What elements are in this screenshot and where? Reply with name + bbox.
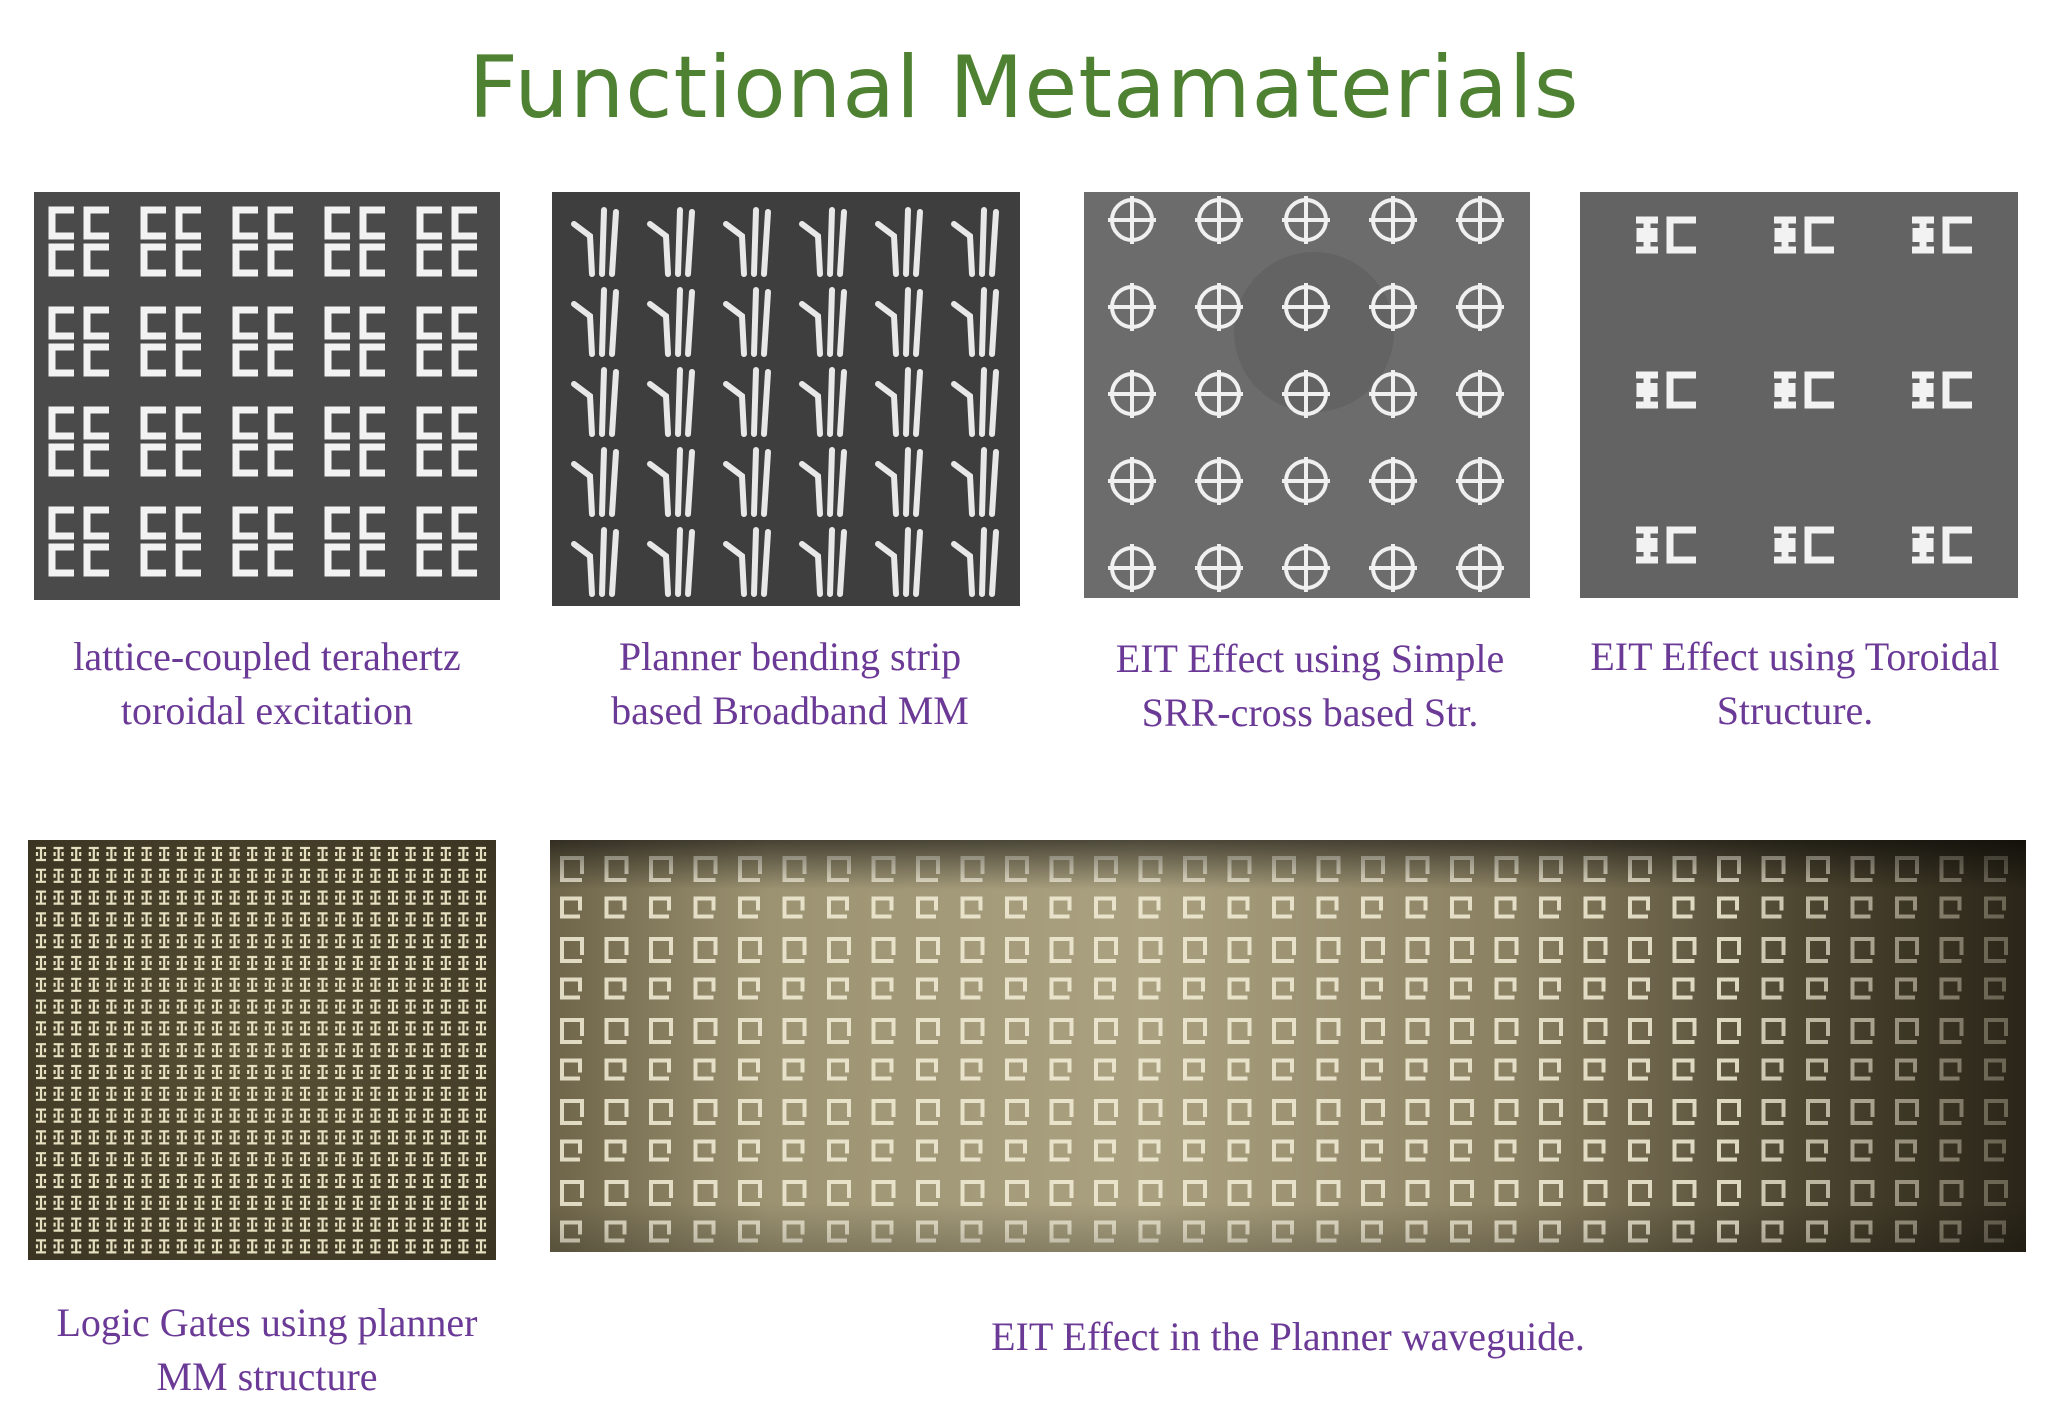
caption-srr-cross: EIT Effect using Simple SRR-cross based S… (1060, 632, 1560, 740)
logic-gates-image (28, 840, 496, 1260)
caption-toroidal-structure: EIT Effect using Toroidal Structure. (1550, 630, 2040, 738)
caption-logic-gates: Logic Gates using planner MM structure (0, 1296, 534, 1404)
caption-toroidal: lattice-coupled terahertz toroidal excita… (0, 630, 534, 738)
bending-strip-image (552, 192, 1020, 606)
caption-waveguide: EIT Effect in the Planner waveguide. (550, 1310, 2026, 1364)
srr-cross-image (1084, 192, 1530, 598)
waveguide-image (550, 840, 2026, 1252)
toroidal-structure-image (1580, 192, 2018, 598)
caption-bending-strip: Planner bending strip based Broadband MM (530, 630, 1050, 738)
page-title: Functional Metamaterials (0, 38, 2048, 138)
toroidal-lattice-image (34, 192, 500, 600)
